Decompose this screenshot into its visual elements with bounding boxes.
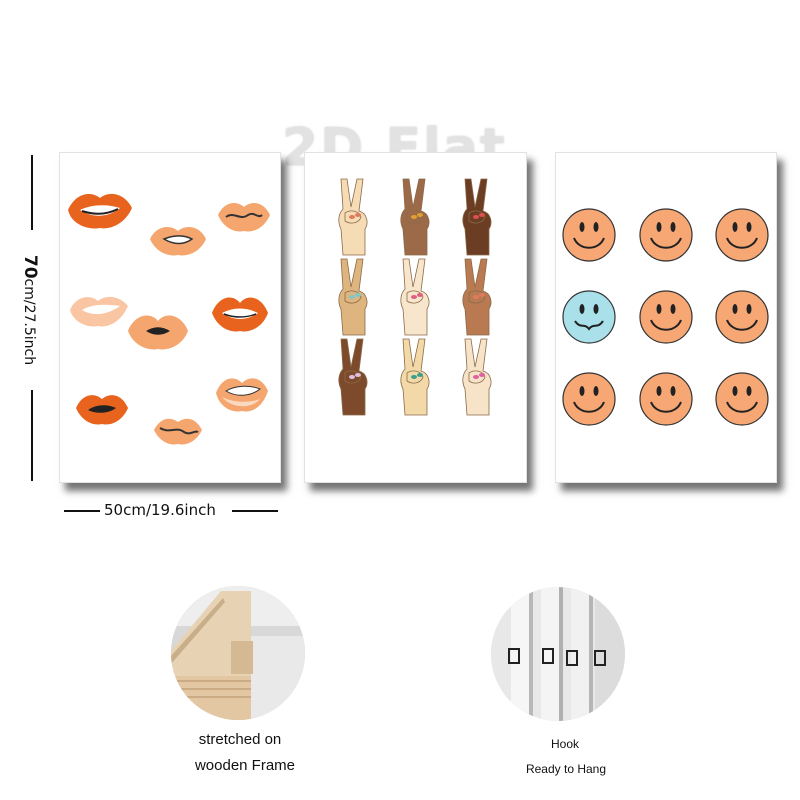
smiley-artwork — [562, 208, 769, 426]
peace-hand-icon — [338, 178, 368, 256]
peace-hand-icon — [462, 338, 492, 416]
peace-hands-artwork — [338, 178, 492, 416]
peace-hand-icon — [462, 258, 492, 336]
frame-caption-line1: stretched on — [198, 731, 282, 748]
smiley-face-icon — [562, 290, 616, 344]
width-dimension-line-left — [64, 510, 100, 512]
peace-hand-icon — [338, 338, 368, 416]
lips-icon — [150, 227, 206, 256]
lips-icon — [70, 296, 128, 327]
peace-hand-icon — [400, 258, 430, 336]
lips-icon — [68, 193, 132, 229]
smiley-face-icon — [639, 372, 693, 426]
lips-print — [59, 152, 281, 483]
smiley-face-icon — [715, 372, 769, 426]
peace-hand-icon — [400, 338, 430, 416]
hook-caption-line2: Ready to Hang — [525, 762, 607, 776]
hook-caption-line1: Hook — [550, 737, 579, 751]
peace-hand-icon — [400, 178, 430, 256]
width-dimension-line-right — [232, 510, 278, 512]
width-dimension-label: 50cm/19.6inch — [104, 501, 216, 519]
lips-icon — [154, 418, 202, 445]
lips-icon — [128, 315, 188, 350]
smiley-face-icon — [715, 208, 769, 262]
lips-icon — [212, 297, 268, 332]
peace-hand-icon — [338, 258, 368, 336]
smiley-face-icon — [639, 208, 693, 262]
frame-caption-line2: wooden Frame — [194, 757, 296, 774]
height-dimension-label: 70cm/27.5inch — [20, 230, 40, 390]
height-value: 70 — [20, 254, 40, 279]
lips-icon — [76, 395, 128, 425]
smiley-face-icon — [562, 208, 616, 262]
peace-hand-icon — [462, 178, 492, 256]
wooden-frame-photo — [171, 586, 305, 720]
smiley-print — [555, 152, 777, 483]
height-unit: cm/27.5inch — [21, 278, 37, 366]
lips-icon — [216, 378, 268, 412]
lips-artwork — [68, 193, 270, 445]
smiley-face-icon — [562, 372, 616, 426]
smiley-face-icon — [639, 290, 693, 344]
smiley-face-icon — [715, 290, 769, 344]
peace-hands-print — [304, 152, 527, 483]
hook-photo — [491, 587, 625, 721]
lips-icon — [218, 203, 270, 232]
